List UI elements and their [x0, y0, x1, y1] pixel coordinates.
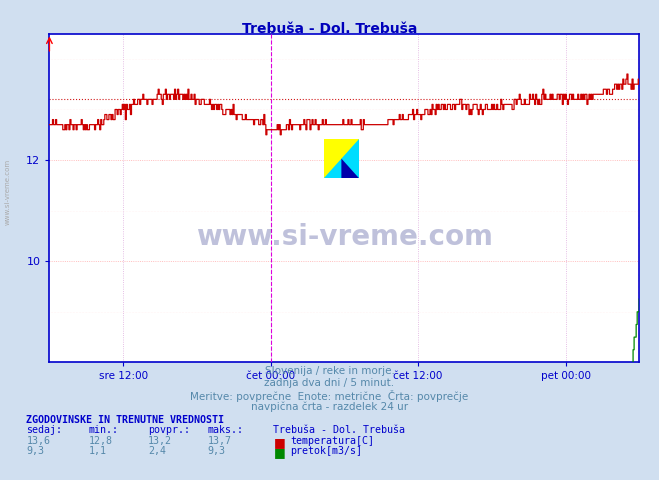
Text: www.si-vreme.com: www.si-vreme.com [196, 224, 493, 252]
Text: www.si-vreme.com: www.si-vreme.com [5, 159, 11, 225]
Text: temperatura[C]: temperatura[C] [290, 436, 374, 446]
Text: 2,4: 2,4 [148, 446, 166, 456]
Text: maks.:: maks.: [208, 425, 244, 435]
Text: 13,2: 13,2 [148, 436, 172, 446]
Text: pretok[m3/s]: pretok[m3/s] [290, 446, 362, 456]
Text: min.:: min.: [89, 425, 119, 435]
Text: zadnja dva dni / 5 minut.: zadnja dva dni / 5 minut. [264, 378, 395, 388]
Text: 9,3: 9,3 [208, 446, 225, 456]
Text: 1,1: 1,1 [89, 446, 107, 456]
Text: 9,3: 9,3 [26, 446, 44, 456]
Polygon shape [324, 139, 359, 178]
Text: 13,6: 13,6 [26, 436, 50, 446]
Text: 13,7: 13,7 [208, 436, 231, 446]
Text: ZGODOVINSKE IN TRENUTNE VREDNOSTI: ZGODOVINSKE IN TRENUTNE VREDNOSTI [26, 415, 224, 425]
Text: Trebuša - Dol. Trebuša: Trebuša - Dol. Trebuša [273, 425, 405, 435]
Text: 12,8: 12,8 [89, 436, 113, 446]
Text: povpr.:: povpr.: [148, 425, 190, 435]
Text: sedaj:: sedaj: [26, 425, 63, 435]
Text: Meritve: povprečne  Enote: metrične  Črta: povprečje: Meritve: povprečne Enote: metrične Črta:… [190, 390, 469, 402]
Text: ■: ■ [273, 446, 285, 459]
Text: Trebuša - Dol. Trebuša: Trebuša - Dol. Trebuša [242, 22, 417, 36]
Text: navpična črta - razdelek 24 ur: navpična črta - razdelek 24 ur [251, 402, 408, 412]
Text: ■: ■ [273, 436, 285, 449]
Polygon shape [341, 158, 359, 178]
Text: Slovenija / reke in morje.: Slovenija / reke in morje. [264, 366, 395, 376]
